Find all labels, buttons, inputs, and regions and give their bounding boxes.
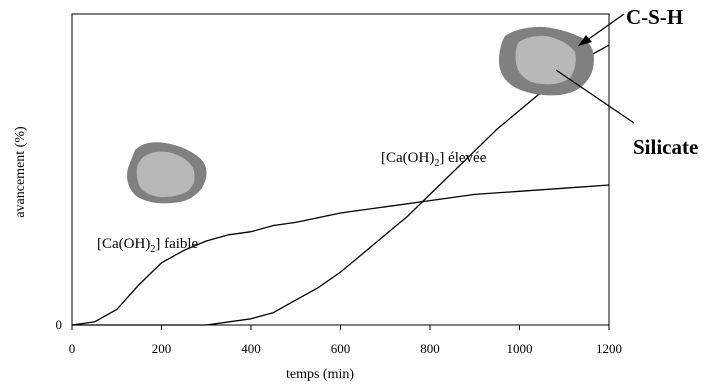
series-line-0 xyxy=(71,184,610,326)
y-ticks: 0 xyxy=(56,317,63,332)
annotation-faible: [Ca(OH)2] faible xyxy=(97,236,199,255)
csh-arrow-line xyxy=(582,13,625,44)
series-line-1 xyxy=(72,44,610,326)
particle-core-large xyxy=(515,35,576,85)
particle-core-small xyxy=(136,151,195,198)
x-tick-label-1: 200 xyxy=(152,341,172,356)
x-tick-label-0: 0 xyxy=(69,341,76,356)
x-tick-label-5: 1000 xyxy=(507,341,533,356)
x-axis-label: temps (min) xyxy=(286,367,354,382)
csh-arrow-head xyxy=(578,35,592,46)
annotation-csh: C-S-H xyxy=(626,5,683,29)
annotation-silicate: Silicate xyxy=(633,135,698,159)
x-ticks: 0 200 400 600 800 1000 1200 xyxy=(69,325,622,356)
x-tick-label-4: 800 xyxy=(420,341,440,356)
y-axis-label: avancement (%) xyxy=(13,126,28,218)
silicate-pointer-line xyxy=(555,69,635,124)
series-group xyxy=(71,44,610,326)
annotation-elevee: [Ca(OH)2] élevée xyxy=(381,150,487,169)
x-tick-label-3: 600 xyxy=(331,341,351,356)
x-tick-label-6: 1200 xyxy=(596,341,622,356)
y-tick-label-0: 0 xyxy=(56,317,63,332)
x-tick-label-2: 400 xyxy=(241,341,261,356)
